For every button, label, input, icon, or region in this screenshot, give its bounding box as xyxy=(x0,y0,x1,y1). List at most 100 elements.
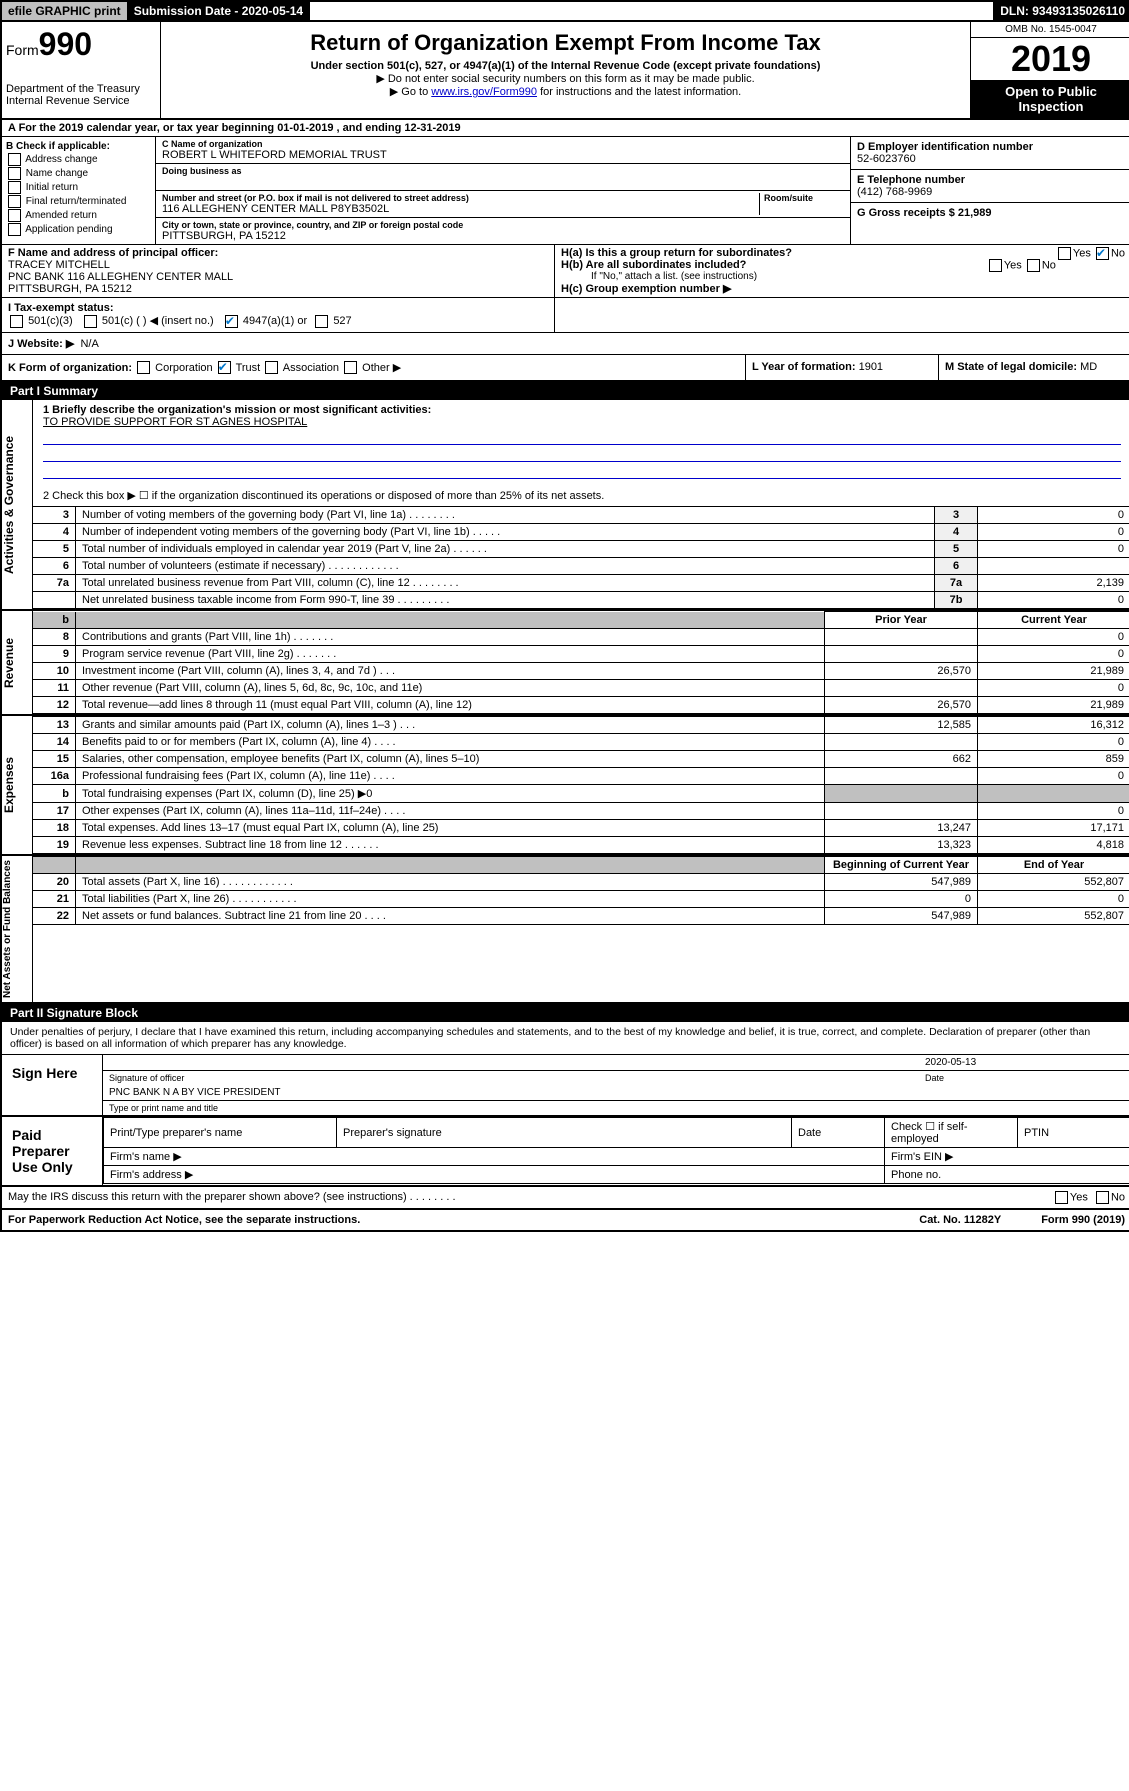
ck-initial[interactable]: Initial return xyxy=(6,181,151,194)
summary-expenses: Expenses 13Grants and similar amounts pa… xyxy=(2,716,1129,856)
q1: 1 Briefly describe the organization's mi… xyxy=(43,404,431,416)
city-state-zip: PITTSBURGH, PA 15212 xyxy=(162,230,844,242)
ck-other[interactable] xyxy=(344,361,357,374)
ck-pending[interactable]: Application pending xyxy=(6,223,151,236)
row-j: J Website: ▶ N/A xyxy=(2,333,1129,355)
ck-amended[interactable]: Amended return xyxy=(6,209,151,222)
ck-trust[interactable] xyxy=(218,361,231,374)
discuss-yn[interactable]: Yes No xyxy=(1053,1191,1125,1204)
department: Department of the Treasury Internal Reve… xyxy=(6,83,156,107)
prep-sig-hdr: Preparer's signature xyxy=(337,1118,792,1148)
q2: 2 Check this box ▶ ☐ if the organization… xyxy=(33,485,1129,506)
col-f: F Name and address of principal officer:… xyxy=(2,245,555,297)
ck-final[interactable]: Final return/terminated xyxy=(6,195,151,208)
sig-labels: Signature of officerDate xyxy=(103,1071,1129,1085)
note-link: ▶ Go to www.irs.gov/Form990 for instruct… xyxy=(165,85,966,98)
name-label: C Name of organization xyxy=(162,139,844,149)
summary-revenue: Revenue b Prior Year Current Year 8Contr… xyxy=(2,611,1129,716)
row-f-h: F Name and address of principal officer:… xyxy=(2,245,1129,298)
subtitle: Under section 501(c), 527, or 4947(a)(1)… xyxy=(165,60,966,72)
tax-exempt: I Tax-exempt status: 501(c)(3) 501(c) ( … xyxy=(2,298,555,332)
state-domicile: MD xyxy=(1080,361,1097,373)
omb-number: OMB No. 1545-0047 xyxy=(971,22,1129,38)
form-990-page: efile GRAPHIC print Submission Date - 20… xyxy=(0,0,1129,1232)
penalties-text: Under penalties of perjury, I declare th… xyxy=(2,1022,1129,1055)
website-label: J Website: ▶ xyxy=(8,338,74,350)
col-c: C Name of organization ROBERT L WHITEFOR… xyxy=(156,137,851,244)
firm-addr: Firm's address ▶ xyxy=(104,1166,885,1184)
part2-header: Part II Signature Block xyxy=(2,1004,1129,1022)
k-label: K Form of organization: xyxy=(8,362,132,374)
city-label: City or town, state or province, country… xyxy=(162,220,844,230)
sign-here-label: Sign Here xyxy=(2,1055,103,1115)
irs-link[interactable]: www.irs.gov/Form990 xyxy=(431,86,537,98)
open-to-public: Open to Public Inspection xyxy=(971,80,1129,118)
form-title: Return of Organization Exempt From Incom… xyxy=(165,30,966,56)
sign-here-block: Sign Here 2020-05-13 Signature of office… xyxy=(2,1055,1129,1117)
col-b-checkboxes: B Check if applicable: Address change Na… xyxy=(2,137,156,244)
ck-501c[interactable] xyxy=(84,315,97,328)
note-ssn: ▶ Do not enter social security numbers o… xyxy=(165,72,966,85)
section-b-to-g: B Check if applicable: Address change Na… xyxy=(2,137,1129,245)
line-a: A For the 2019 calendar year, or tax yea… xyxy=(2,120,1129,137)
dba-box: Doing business as xyxy=(156,164,850,191)
ck-assoc[interactable] xyxy=(265,361,278,374)
vtab-expenses: Expenses xyxy=(2,716,33,854)
ck-address[interactable]: Address change xyxy=(6,153,151,166)
paid-prep-label: Paid Preparer Use Only xyxy=(2,1117,103,1185)
col-m: M State of legal domicile: MD xyxy=(939,355,1129,381)
summary-net: Net Assets or Fund Balances Beginning of… xyxy=(2,856,1129,1004)
col-d-e-g: D Employer identification number 52-6023… xyxy=(851,137,1129,244)
website-value: N/A xyxy=(80,338,98,350)
sig-officer-line: 2020-05-13 xyxy=(103,1055,1129,1071)
sign-fields: 2020-05-13 Signature of officerDate PNC … xyxy=(103,1055,1129,1115)
ein-label: D Employer identification number xyxy=(857,141,1033,153)
discuss-row: May the IRS discuss this return with the… xyxy=(2,1186,1129,1208)
street-address: 116 ALLEGHENY CENTER MALL P8YB3502L xyxy=(162,203,759,215)
note2-post: for instructions and the latest informat… xyxy=(537,86,741,98)
header-left: Form990 Department of the Treasury Inter… xyxy=(2,22,161,118)
vtab-revenue: Revenue xyxy=(2,611,33,714)
officer-addr: PNC BANK 116 ALLEGHENY CENTER MALL xyxy=(8,271,233,283)
dba-label: Doing business as xyxy=(162,166,844,176)
name-title-line: PNC BANK N A BY VICE PRESIDENT xyxy=(103,1085,1129,1101)
efile-label[interactable]: efile GRAPHIC print xyxy=(2,2,128,20)
preparer-table: Print/Type preparer's name Preparer's si… xyxy=(103,1117,1129,1184)
ck-4947[interactable] xyxy=(225,315,238,328)
discuss-text: May the IRS discuss this return with the… xyxy=(8,1191,456,1204)
tel-box: E Telephone number (412) 768-9969 xyxy=(851,170,1129,203)
tel-value: (412) 768-9969 xyxy=(857,186,932,198)
hc-continued xyxy=(555,298,567,332)
begin-year-hdr: Beginning of Current Year xyxy=(825,857,978,874)
phone: Phone no. xyxy=(885,1166,1129,1184)
part1-header: Part I Summary xyxy=(2,382,1129,400)
status-label: I Tax-exempt status: xyxy=(8,302,114,314)
net-table: Beginning of Current Year End of Year 20… xyxy=(33,856,1129,925)
footer-row: For Paperwork Reduction Act Notice, see … xyxy=(2,1208,1129,1230)
officer-city: PITTSBURGH, PA 15212 xyxy=(8,283,132,295)
form-990-num: 990 xyxy=(39,26,92,62)
org-name-box: C Name of organization ROBERT L WHITEFOR… xyxy=(156,137,850,164)
row-i: I Tax-exempt status: 501(c)(3) 501(c) ( … xyxy=(2,298,1129,333)
hb: H(b) Are all subordinates included? Yes … xyxy=(561,259,1125,271)
paid-prep-fields: Print/Type preparer's name Preparer's si… xyxy=(103,1117,1129,1185)
self-emp: Check ☐ if self-employed xyxy=(885,1118,1018,1148)
ck-corp[interactable] xyxy=(137,361,150,374)
current-year-hdr: Current Year xyxy=(978,612,1129,629)
form-ref: Form 990 (2019) xyxy=(1041,1214,1125,1226)
expenses-table: 13Grants and similar amounts paid (Part … xyxy=(33,716,1129,854)
ck-527[interactable] xyxy=(315,315,328,328)
col-h: H(a) Is this a group return for subordin… xyxy=(555,245,1129,297)
gross-receipts: G Gross receipts $ 21,989 xyxy=(857,207,992,219)
ck-name[interactable]: Name change xyxy=(6,167,151,180)
ck-501c3[interactable] xyxy=(10,315,23,328)
paid-preparer-block: Paid Preparer Use Only Print/Type prepar… xyxy=(2,1117,1129,1186)
governance-body: 1 Briefly describe the organization's mi… xyxy=(33,400,1129,609)
tax-year: 2019 xyxy=(971,38,1129,80)
ha: H(a) Is this a group return for subordin… xyxy=(561,247,1125,259)
dln: DLN: 93493135026110 xyxy=(994,2,1129,20)
hb-note: If "No," attach a list. (see instruction… xyxy=(561,271,1125,282)
org-name: ROBERT L WHITEFORD MEMORIAL TRUST xyxy=(162,149,844,161)
header-right: OMB No. 1545-0047 2019 Open to Public In… xyxy=(970,22,1129,118)
officer-label: F Name and address of principal officer: xyxy=(8,247,218,259)
